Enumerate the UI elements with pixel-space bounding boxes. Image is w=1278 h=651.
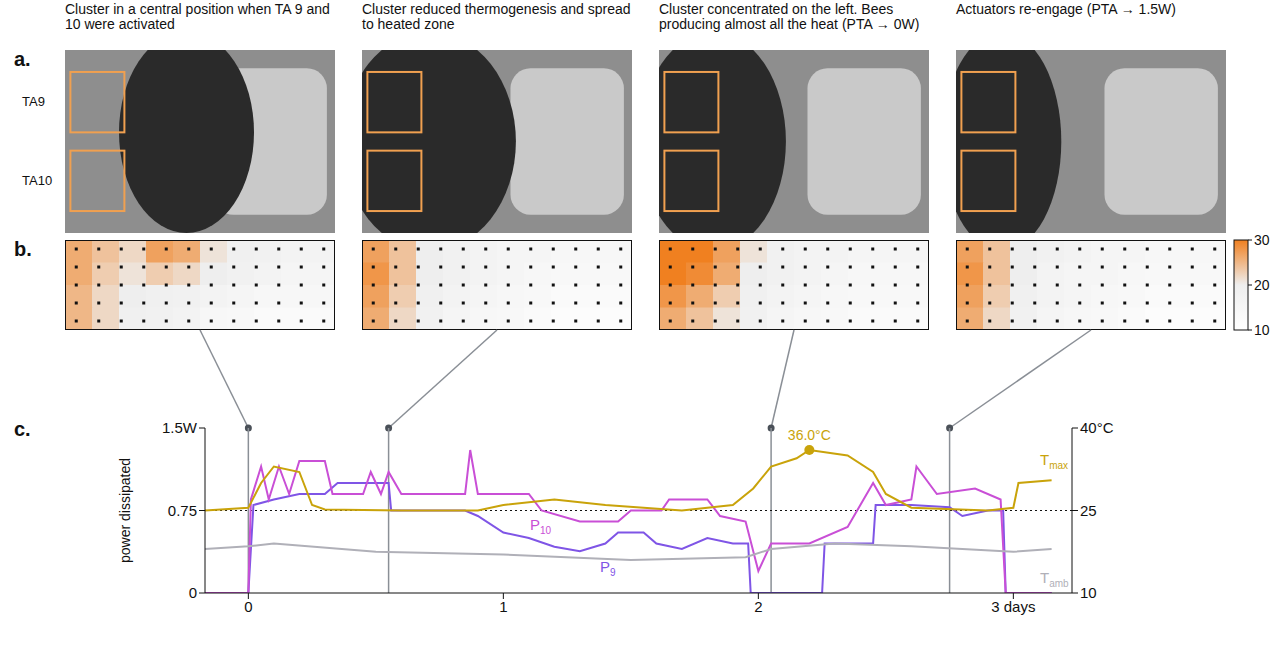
svg-text:25: 25 (1080, 502, 1097, 519)
svg-text:1: 1 (499, 598, 507, 615)
html-text:b.: b. (14, 238, 32, 260)
svg-text:10: 10 (1254, 322, 1270, 338)
svg-text:P10: P10 (530, 516, 552, 536)
svg-text:0: 0 (189, 584, 197, 601)
svg-text:P9: P9 (600, 558, 616, 578)
html-text:a.: a. (14, 48, 31, 70)
html-text:Cluster in a central position: Cluster in a central position when TA 9 … (65, 1, 330, 32)
svg-text:1.5W: 1.5W (162, 419, 198, 436)
svg-text:36.0°C: 36.0°C (788, 427, 831, 443)
html-text:TA10: TA10 (22, 172, 53, 188)
svg-text:3 days: 3 days (991, 598, 1035, 615)
svg-text:Tmax: Tmax (1040, 451, 1068, 471)
svg-text:40°C: 40°C (1080, 419, 1114, 436)
html-text:Cluster reduced thermogenesis: Cluster reduced thermogenesis and spread… (362, 1, 631, 32)
svg-text:30: 30 (1254, 232, 1270, 248)
html-text:c.: c. (14, 418, 31, 440)
html-text:Cluster concentrated on the le: Cluster concentrated on the left. Bees p… (659, 1, 920, 32)
html-text:Actuators re-engage (PTA → 1.5: Actuators re-engage (PTA → 1.5W) (956, 1, 1176, 17)
svg-text:20: 20 (1254, 277, 1270, 293)
svg-text:2: 2 (754, 598, 762, 615)
svg-text:Tamb: Tamb (1040, 569, 1069, 589)
svg-text:0: 0 (244, 598, 252, 615)
svg-text:power dissipated: power dissipated (117, 458, 133, 563)
svg-text:10: 10 (1080, 584, 1097, 601)
html-text:TA9: TA9 (22, 94, 45, 110)
svg-text:0.75: 0.75 (168, 502, 197, 519)
